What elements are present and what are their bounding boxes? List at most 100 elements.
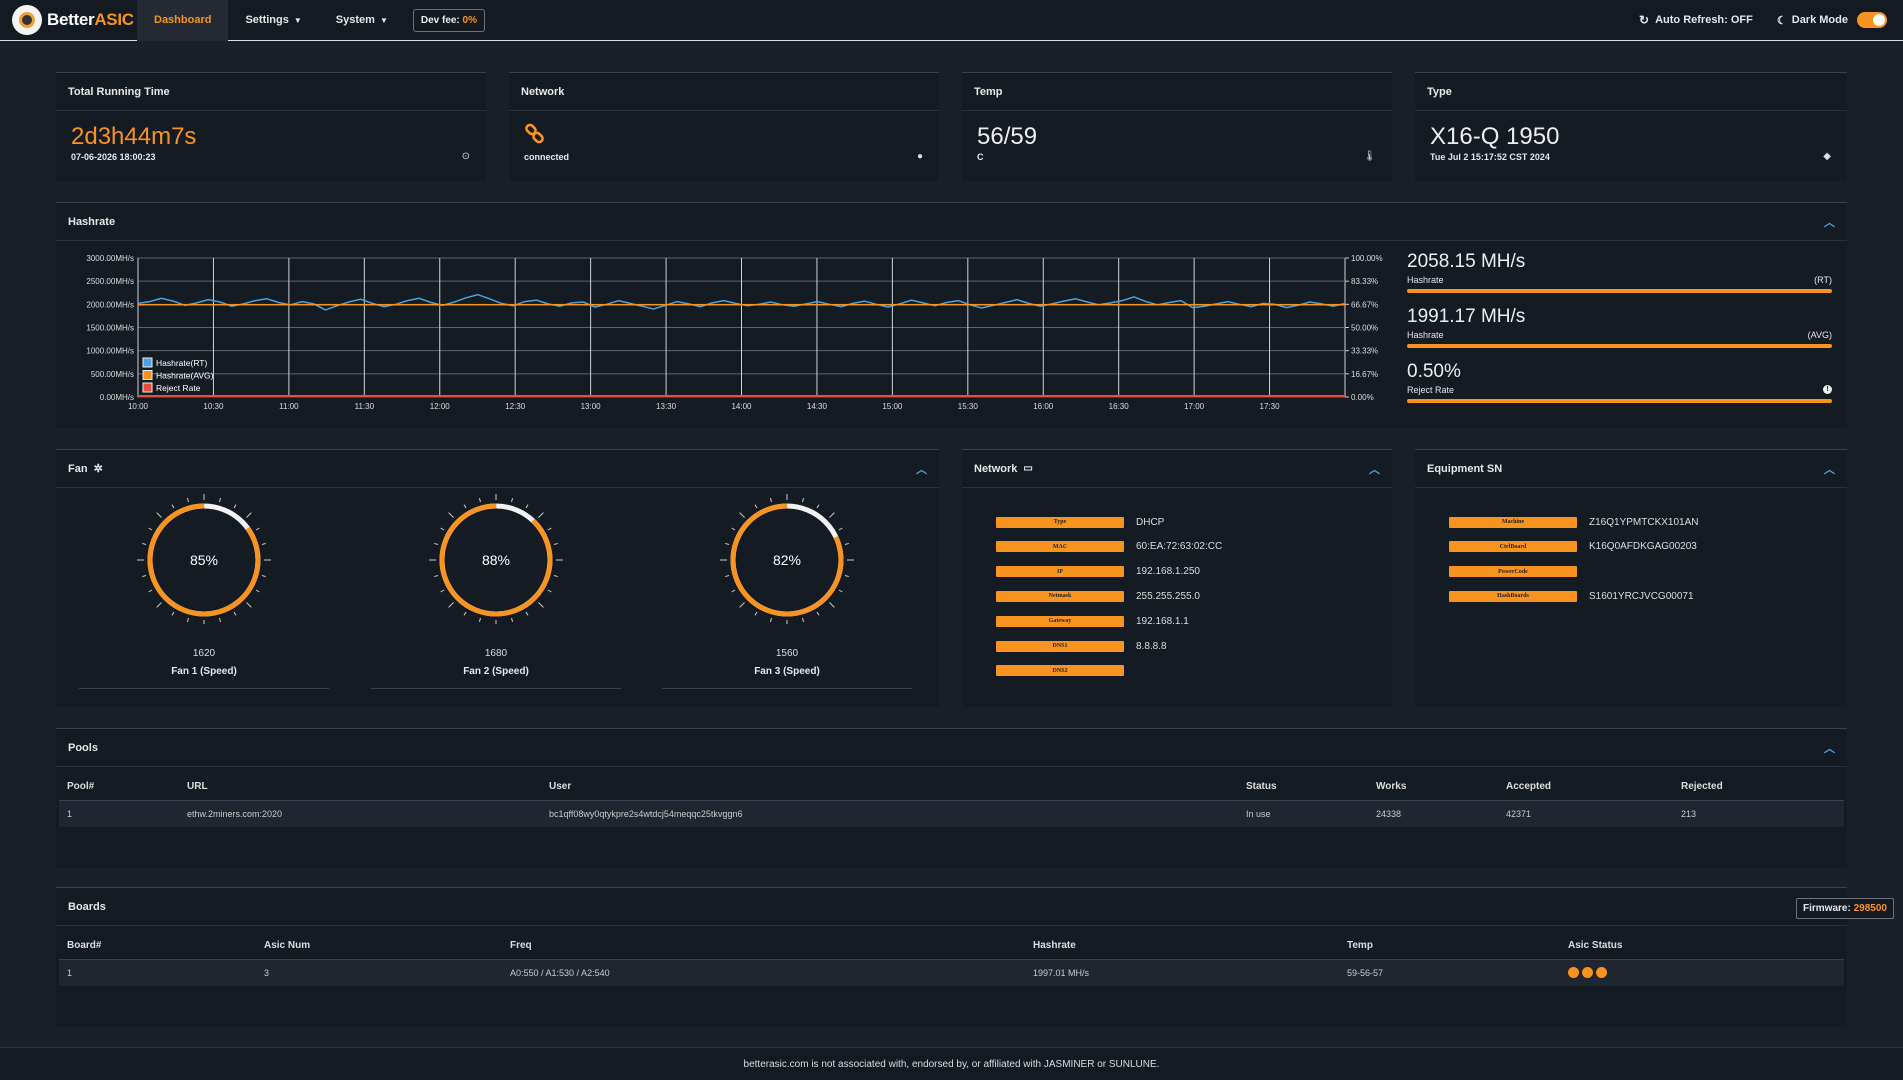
x-tick: 16:30 xyxy=(1109,402,1130,411)
col-temp: Temp xyxy=(1339,933,1560,960)
col-accepted: Accepted xyxy=(1498,774,1673,801)
collapse-chevron-icon[interactable]: ︿ xyxy=(1824,742,1835,755)
board-asic-num: 3 xyxy=(256,959,502,986)
y-right-tick: 16.67% xyxy=(1351,370,1378,379)
kv-value: 192.168.1.1 xyxy=(1136,615,1189,627)
col-url: URL xyxy=(179,774,541,801)
col-board: Board# xyxy=(59,933,256,960)
hashrate-chart: 3000.00MH/s 100.00% 2500.00MH/s 83.33% 2000.… xyxy=(68,250,1388,413)
network-info-card: Network ▭ ︿ Type DHCP MAC 60:EA:72:63:02:CC IP… xyxy=(962,449,1392,707)
card-title: Network xyxy=(521,85,565,98)
legend-label: Hashrate(AVG) xyxy=(156,371,214,381)
kv-key: MAC xyxy=(996,541,1124,553)
col-asic-num: Asic Num xyxy=(256,933,502,960)
y-left-tick: 2500.00MH/s xyxy=(86,277,134,286)
gauge-tick xyxy=(547,589,552,593)
gauge-tick xyxy=(731,527,736,531)
running-time-value: 2d3h44m7s xyxy=(71,123,197,150)
hashrate-chart-svg: 3000.00MH/s 100.00% 2500.00MH/s 83.33% 2000.… xyxy=(86,254,1382,411)
network-status-text: connected xyxy=(524,152,570,162)
thermometer-icon: 🌡︎ xyxy=(1363,151,1376,162)
x-tick: 17:30 xyxy=(1260,402,1281,411)
col-user: User xyxy=(541,774,1238,801)
card-title: Type xyxy=(1427,85,1452,98)
x-tick: 15:00 xyxy=(882,402,903,411)
reject-rate-bar xyxy=(1407,399,1832,403)
gauge-tick xyxy=(725,575,730,578)
hashrate-avg-value: 1991.17 MH/s xyxy=(1407,306,1526,327)
legend-label: Hashrate(RT) xyxy=(156,358,207,368)
y-right-tick: 50.00% xyxy=(1351,324,1378,333)
gauge-fill xyxy=(730,503,844,617)
gear-icon[interactable]: ✲ xyxy=(93,463,103,475)
y-right-tick: 33.33% xyxy=(1351,347,1378,356)
hashrate-rt-value: 2058.15 MH/s xyxy=(1407,251,1526,272)
gauge-tick xyxy=(233,611,237,616)
kv-row: HashBoards S1601YRCJVCG00071 xyxy=(1449,589,1694,603)
kv-value: DHCP xyxy=(1136,516,1165,528)
col-hashrate: Hashrate xyxy=(1025,933,1339,960)
collapse-chevron-icon[interactable]: ︿ xyxy=(1824,216,1835,229)
fan-label: 1560 Fan 3 (Speed) xyxy=(662,648,912,689)
gauge-tick xyxy=(255,589,260,593)
collapse-chevron-icon[interactable]: ︿ xyxy=(1824,463,1835,476)
gauge-tick xyxy=(547,527,552,531)
dark-mode-control: ☾ Dark Mode xyxy=(1777,12,1887,28)
temp-unit: C xyxy=(977,152,984,162)
kv-row: PowerCode xyxy=(1449,565,1589,579)
gauge-tick xyxy=(754,504,758,509)
firmware-badge: Firmware: 298500 xyxy=(1796,898,1894,919)
gauge-tick xyxy=(171,611,175,616)
board-temp: 59-56-57 xyxy=(1339,959,1560,986)
gauge-tick xyxy=(463,611,467,616)
auto-refresh-button[interactable]: ↻ Auto Refresh: OFF xyxy=(1639,13,1753,27)
nav-dashboard[interactable]: Dashboard xyxy=(137,0,229,41)
gauge-tick xyxy=(142,575,147,578)
gauge-tick xyxy=(754,611,758,616)
brand-logo[interactable]: BetterASIC xyxy=(12,5,137,35)
gauge-tick xyxy=(246,602,252,608)
kv-key: Netmask xyxy=(996,590,1124,602)
nav-system[interactable]: System ▼ xyxy=(335,14,388,26)
gauge-tick xyxy=(246,512,252,518)
kv-key: DNS1 xyxy=(996,640,1124,652)
hashrate-avg-bar xyxy=(1407,344,1832,348)
fan-gauge: 82% xyxy=(717,493,857,627)
pools-header-row: Pool# URL User Status Works Accepted Rej… xyxy=(59,774,1844,801)
info-icon[interactable]: ! xyxy=(1823,385,1832,394)
gauge-tick xyxy=(233,504,237,509)
gauge-tick xyxy=(156,512,162,518)
brand-name: BetterASIC xyxy=(47,10,134,29)
gauge-tick xyxy=(219,617,222,622)
link-icon xyxy=(524,123,546,148)
x-tick: 12:30 xyxy=(505,402,526,411)
kv-row: MAC 60:EA:72:63:02:CC xyxy=(996,540,1222,554)
y-left-tick: 3000.00MH/s xyxy=(86,254,134,263)
build-date: Tue Jul 2 15:17:52 CST 2024 xyxy=(1430,152,1550,162)
caret-down-icon: ▼ xyxy=(293,15,302,25)
fan-rpm: 1620 xyxy=(192,648,216,659)
model-value: X16-Q 1950 xyxy=(1430,123,1560,150)
gauge-tick xyxy=(440,527,445,531)
hashrate-avg-label: Hashrate xyxy=(1407,330,1444,340)
nav-settings[interactable]: Settings ▼ xyxy=(245,14,302,26)
gauge-tick xyxy=(448,602,454,608)
dark-mode-toggle[interactable] xyxy=(1857,12,1887,28)
kv-value: S1601YRCJVCG00071 xyxy=(1589,590,1694,602)
reject-rate-label: Reject Rate xyxy=(1407,385,1455,395)
gauge-tick xyxy=(725,542,730,545)
fan-label: 1680 Fan 2 (Speed) xyxy=(371,648,621,689)
kv-row: Machine Z16Q1YPMTCKX101AN xyxy=(1449,515,1699,529)
gauge-tick xyxy=(511,617,514,622)
board-hashrate: 1997.01 MH/s xyxy=(1025,959,1339,986)
x-tick: 16:00 xyxy=(1033,402,1054,411)
kv-value: 255.255.255.0 xyxy=(1136,590,1200,602)
x-tick: 10:00 xyxy=(128,402,149,411)
pool-works: 24338 xyxy=(1368,800,1498,827)
collapse-chevron-icon[interactable]: ︿ xyxy=(1369,463,1380,476)
y-left-tick: 500.00MH/s xyxy=(91,370,134,379)
gauge-tick xyxy=(440,589,445,593)
board-asic-status xyxy=(1560,959,1844,986)
collapse-chevron-icon[interactable]: ︿ xyxy=(916,463,927,476)
gauge-percent: 88% xyxy=(482,552,510,568)
